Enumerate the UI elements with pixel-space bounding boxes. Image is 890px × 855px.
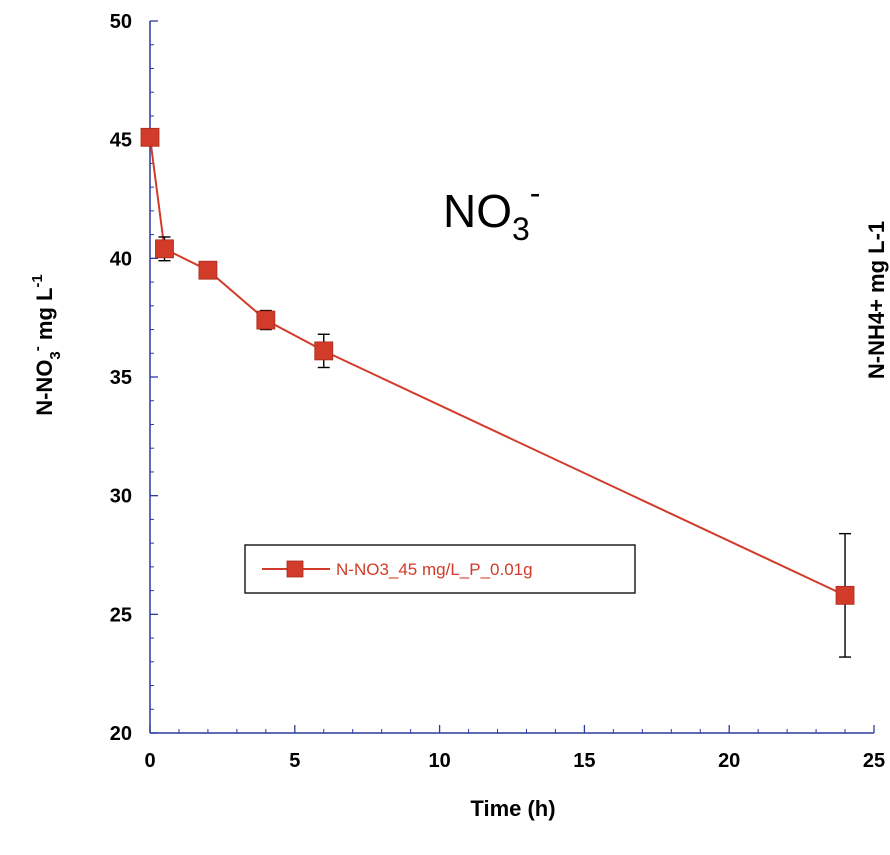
annotation-sup: - <box>530 175 541 211</box>
data-point <box>314 341 334 361</box>
y-axis-title-sup: - <box>29 346 46 351</box>
y-axis-title: N-NO3- mg L-1 <box>29 274 64 416</box>
y-tick-label: 45 <box>110 130 132 152</box>
x-tick-label: 20 <box>718 750 740 772</box>
data-point <box>198 260 218 280</box>
annotation-sub: 3 <box>512 211 530 247</box>
annotation-base: NO <box>443 185 512 237</box>
series-group <box>140 127 855 658</box>
y-axis-title-unit: mg L <box>32 288 57 347</box>
data-point <box>835 585 855 605</box>
legend-marker <box>286 560 304 578</box>
right-y-axis-title-fragment: N-NH4+ mg L-1 <box>864 221 889 379</box>
legend: N-NO3_45 mg/L_P_0.01g <box>244 544 636 594</box>
y-tick-label: 30 <box>110 486 132 508</box>
x-tick-label: 10 <box>428 750 450 772</box>
data-point <box>256 310 276 330</box>
x-tick-label: 15 <box>573 750 595 772</box>
y-axis-title-sub: 3 <box>47 351 64 359</box>
series-line <box>149 137 846 597</box>
y-tick-label: 40 <box>110 248 132 270</box>
y-tick-label: 35 <box>110 367 132 389</box>
data-point <box>140 127 160 147</box>
legend-label: N-NO3_45 mg/L_P_0.01g <box>336 560 533 579</box>
y-tick-label: 50 <box>110 11 132 33</box>
y-tick-label: 20 <box>110 723 132 745</box>
svg-text:N-NH4+ mg L-1: N-NH4+ mg L-1 <box>864 221 889 379</box>
chart-annotation: NO3- <box>443 175 540 247</box>
x-tick-label: 5 <box>289 750 300 772</box>
svg-text:N-NO3- mg L-1: N-NO3- mg L-1 <box>29 274 64 416</box>
y-axis-title-unit-sup: -1 <box>29 274 46 287</box>
x-axis: 0 5 10 15 20 25 <box>144 725 885 772</box>
y-tick-label: 25 <box>110 604 132 626</box>
x-axis-title: Time (h) <box>470 796 555 821</box>
y-axis: 20 25 30 35 40 45 50 <box>110 11 158 745</box>
data-point <box>155 239 174 259</box>
x-tick-label: 0 <box>144 750 155 772</box>
y-axis-title-main: N-NO <box>32 360 57 416</box>
x-tick-label: 25 <box>863 750 885 772</box>
